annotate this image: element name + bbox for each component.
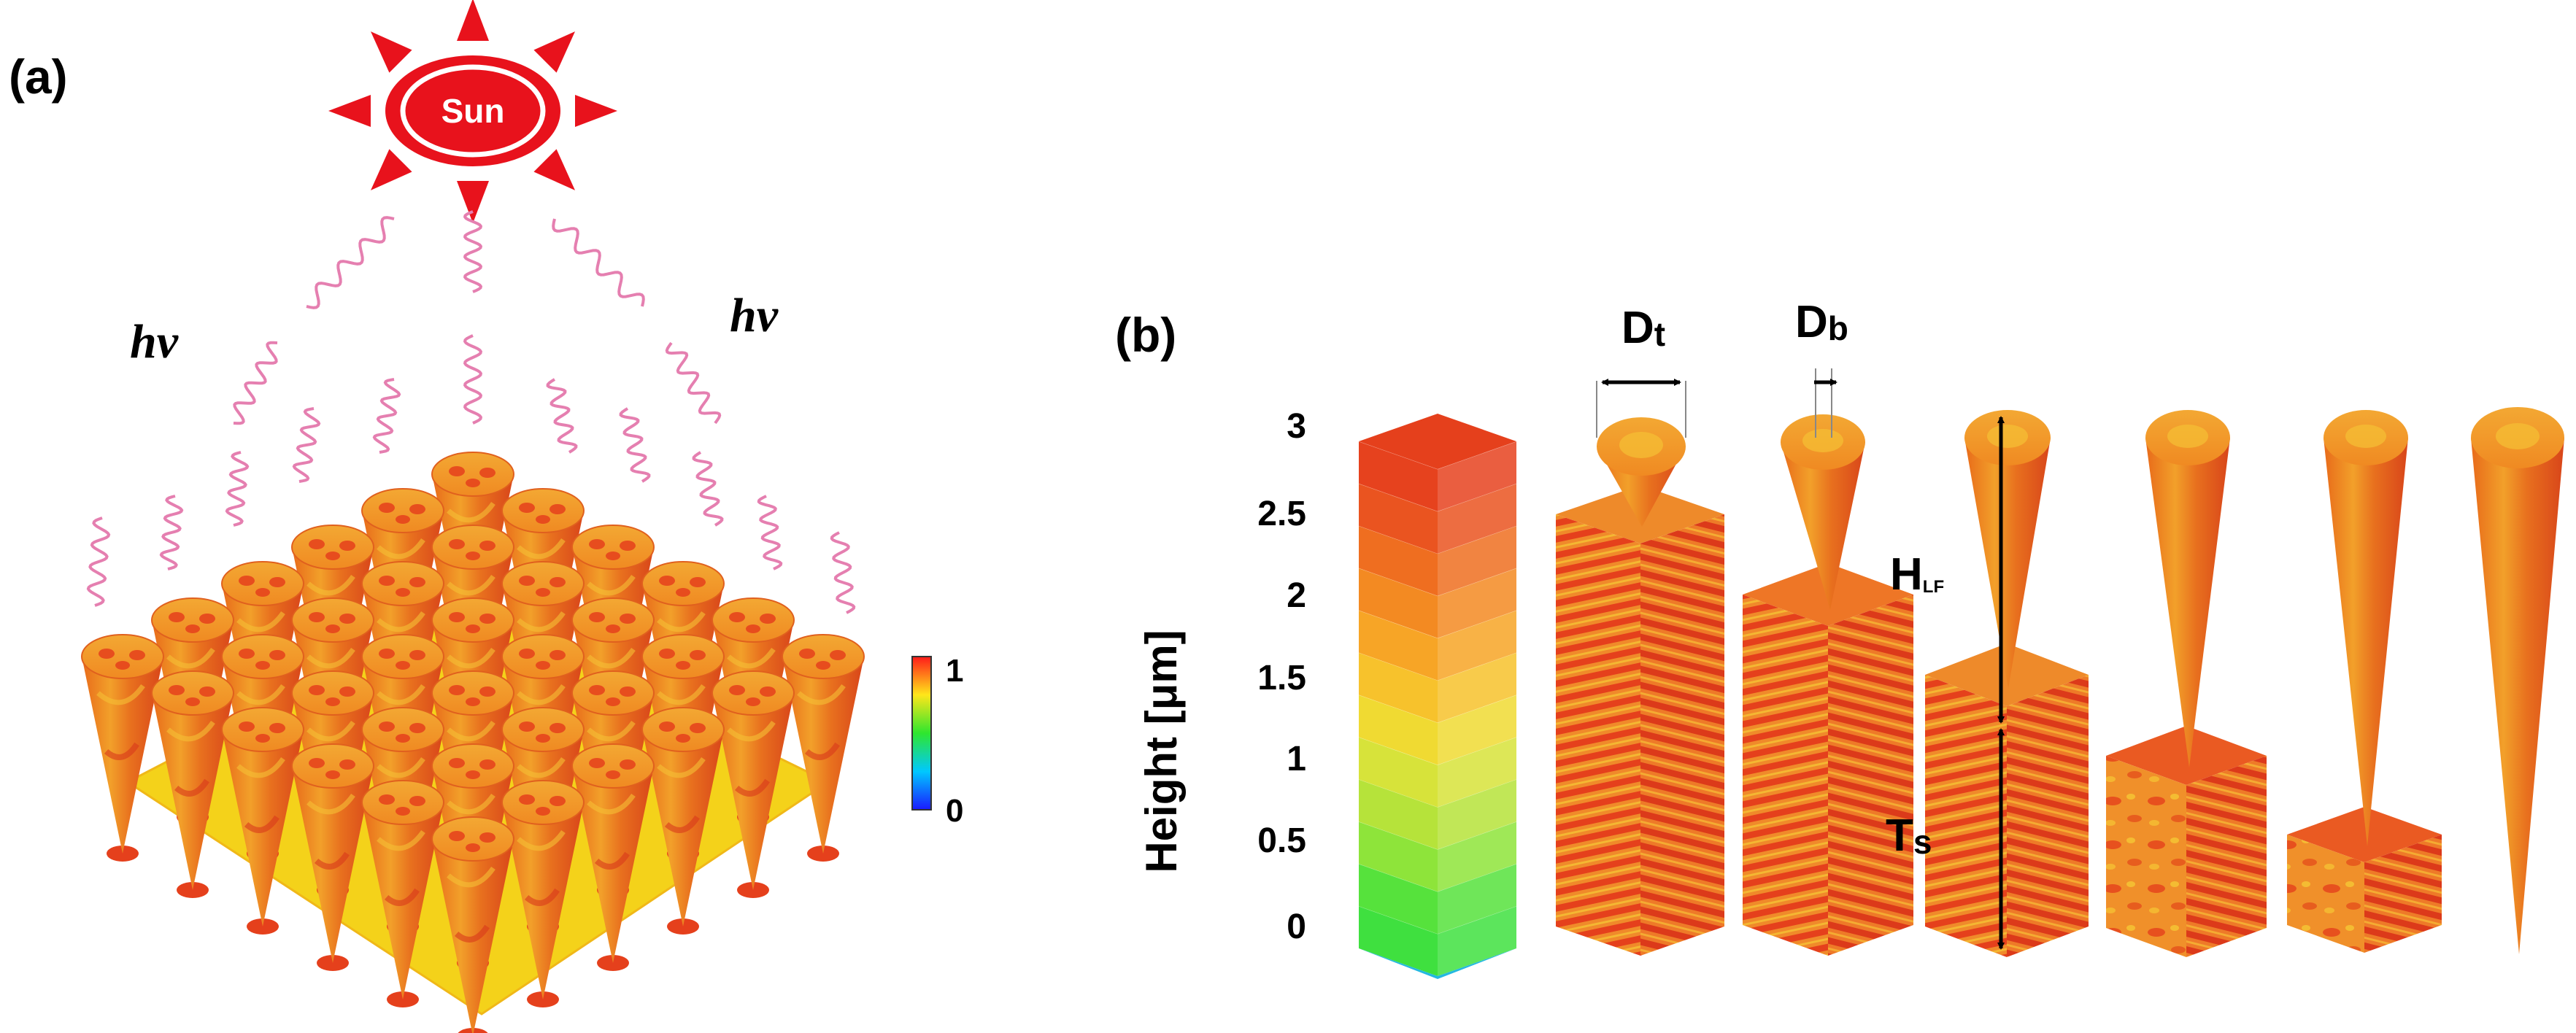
cone — [221, 707, 304, 935]
height-slab-side — [1438, 906, 1516, 976]
y-axis-label: Height [μm] — [1137, 630, 1186, 873]
height-tick-label: 0.5 — [1257, 821, 1306, 860]
colorbar-max-label: 1 — [946, 653, 963, 689]
photon-wave — [86, 516, 111, 607]
colorbar-min-label: 0 — [946, 793, 963, 829]
height-slab-front — [1359, 525, 1438, 596]
height-tick-label: 2.5 — [1257, 495, 1306, 533]
panel-b-label: (b) — [1115, 308, 1176, 362]
structure-1 — [1556, 417, 1724, 956]
height-slab-side — [1438, 483, 1516, 554]
height-slab-front — [1359, 610, 1438, 681]
height-slab-side — [1438, 821, 1516, 892]
structure-6 — [2471, 407, 2564, 954]
photon-wave — [225, 451, 250, 527]
photon-wave — [757, 495, 783, 570]
sun-label: Sun — [441, 92, 505, 130]
cone-array — [81, 452, 865, 1033]
photon-wave — [546, 378, 578, 454]
structure-4 — [2106, 410, 2267, 957]
photon-wave — [619, 407, 651, 483]
photon-waves — [86, 210, 856, 614]
structure-2 — [1743, 414, 1913, 956]
height-slab-front — [1359, 483, 1438, 554]
panel-a-label: (a) — [9, 50, 68, 104]
sun-ray — [457, 0, 489, 41]
sun-ray — [370, 31, 412, 73]
colorbar: 1 0 — [911, 653, 963, 829]
sun-ray — [575, 95, 617, 127]
height-tick-label: 2 — [1287, 576, 1306, 615]
sun-ray — [533, 31, 576, 73]
cone — [641, 707, 725, 935]
height-slab-side — [1438, 695, 1516, 765]
height-slab-side — [1438, 737, 1516, 808]
cone — [431, 816, 514, 1033]
height-slab-front — [1359, 441, 1438, 511]
hlf-label: HLF — [1890, 549, 1944, 600]
photon-wave — [830, 531, 856, 614]
sun-icon: Sun — [328, 0, 617, 223]
height-tick-label: 3 — [1287, 407, 1306, 446]
cone — [501, 780, 585, 1007]
height-column-top — [1359, 414, 1516, 469]
panel-b: (b) Height [μm] 3 2.5 2 1.5 1 0.5 0 — [1115, 297, 2564, 979]
photon-wave — [292, 407, 321, 483]
photon-wave — [665, 341, 722, 425]
structure-5 — [2287, 410, 2442, 953]
dt-annotation: Dt — [1596, 303, 1686, 438]
height-tick-label: 1.5 — [1257, 659, 1306, 697]
photon-wave — [552, 218, 645, 307]
cone — [712, 670, 795, 898]
height-slab-front — [1359, 737, 1438, 808]
sun-ray — [328, 95, 371, 127]
photon-label-left: hv — [130, 315, 179, 368]
ts-annotation: Ts — [1886, 728, 2005, 950]
height-slab-front — [1359, 906, 1438, 976]
cone — [81, 634, 164, 862]
photon-wave — [372, 378, 401, 454]
cone — [782, 634, 865, 862]
height-slab-front — [1359, 652, 1438, 723]
photon-wave — [306, 216, 395, 309]
height-ticks: 3 2.5 2 1.5 1 0.5 0 — [1257, 407, 1306, 946]
photon-wave — [233, 341, 278, 425]
height-slab-side — [1438, 610, 1516, 681]
cone — [361, 780, 444, 1007]
height-slab-front — [1359, 568, 1438, 638]
cone — [571, 743, 655, 971]
height-tick-label: 1 — [1287, 740, 1306, 778]
height-slab-side — [1438, 525, 1516, 596]
height-slab-side — [1438, 779, 1516, 850]
photon-wave — [463, 210, 483, 293]
cone — [291, 743, 374, 971]
db-label: Db — [1795, 297, 1848, 347]
height-tick-label: 0 — [1287, 908, 1306, 946]
height-slab-front — [1359, 695, 1438, 765]
hlf-annotation: HLF — [1890, 416, 2005, 724]
db-annotation: Db — [1795, 297, 1848, 438]
structure-3 — [1925, 410, 2089, 957]
height-slab-side — [1438, 864, 1516, 935]
photon-label-right: hv — [730, 289, 779, 342]
photon-wave — [159, 495, 184, 570]
sun-ray — [457, 181, 489, 223]
sun-ray — [533, 149, 576, 190]
ts-label: Ts — [1886, 810, 1932, 861]
height-slab-side — [1438, 568, 1516, 638]
height-slab-front — [1359, 821, 1438, 892]
height-slab-front — [1359, 864, 1438, 935]
height-reference-column — [1358, 414, 1517, 979]
dt-label: Dt — [1621, 303, 1665, 353]
panel-a: (a) Sun hv hv 1 0 — [9, 0, 963, 1033]
cone — [151, 670, 234, 898]
height-slab-side — [1438, 441, 1516, 511]
sun-ray — [370, 149, 412, 190]
photon-wave — [463, 334, 483, 425]
height-slab-side — [1438, 652, 1516, 723]
height-slab-front — [1359, 779, 1438, 850]
photon-wave — [692, 451, 724, 527]
